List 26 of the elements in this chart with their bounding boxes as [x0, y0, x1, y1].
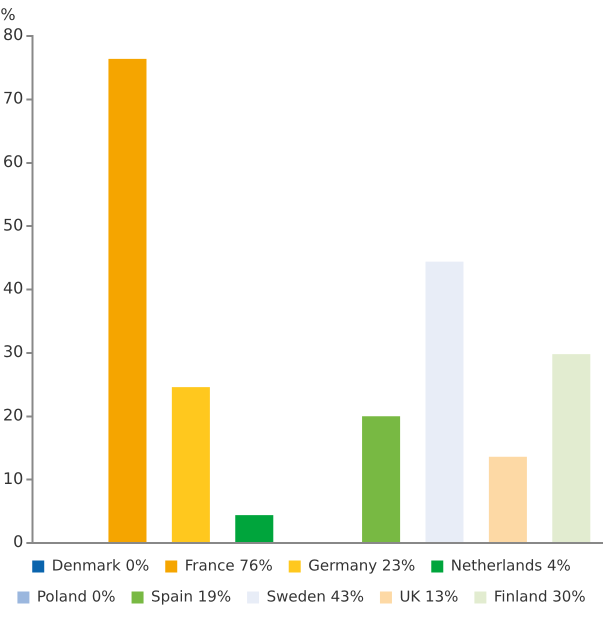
y-tick-label: 30 — [3, 342, 24, 362]
y-tick-label: 20 — [3, 405, 24, 424]
bar — [425, 262, 464, 542]
legend-label: France 76% — [184, 556, 273, 574]
legend-label: Sweden 43% — [266, 587, 364, 606]
y-tick-label: 60 — [3, 152, 24, 171]
legend-label: Spain 19% — [151, 587, 232, 606]
legend-label: Denmark 0% — [52, 556, 150, 574]
y-tick-label: 40 — [3, 278, 24, 298]
bar — [108, 58, 146, 542]
legend-label: Netherlands 4% — [450, 556, 571, 574]
bar — [552, 354, 590, 542]
y-axis-title: % — [0, 5, 16, 24]
bar — [488, 456, 527, 542]
y-tick-label: 10 — [3, 468, 24, 488]
legend-label: UK 13% — [399, 587, 458, 606]
y-tick-label: 70 — [3, 88, 24, 108]
bar — [172, 387, 210, 542]
legend-label: Poland 0% — [36, 587, 116, 606]
y-tick-label: 0 — [13, 532, 24, 552]
legend-label: Finland 30% — [494, 587, 586, 606]
bar — [235, 515, 274, 542]
legend-label: Germany 23% — [308, 556, 416, 574]
bar — [362, 416, 400, 542]
y-tick-label: 50 — [3, 215, 24, 234]
y-tick-label: 80 — [3, 25, 24, 44]
